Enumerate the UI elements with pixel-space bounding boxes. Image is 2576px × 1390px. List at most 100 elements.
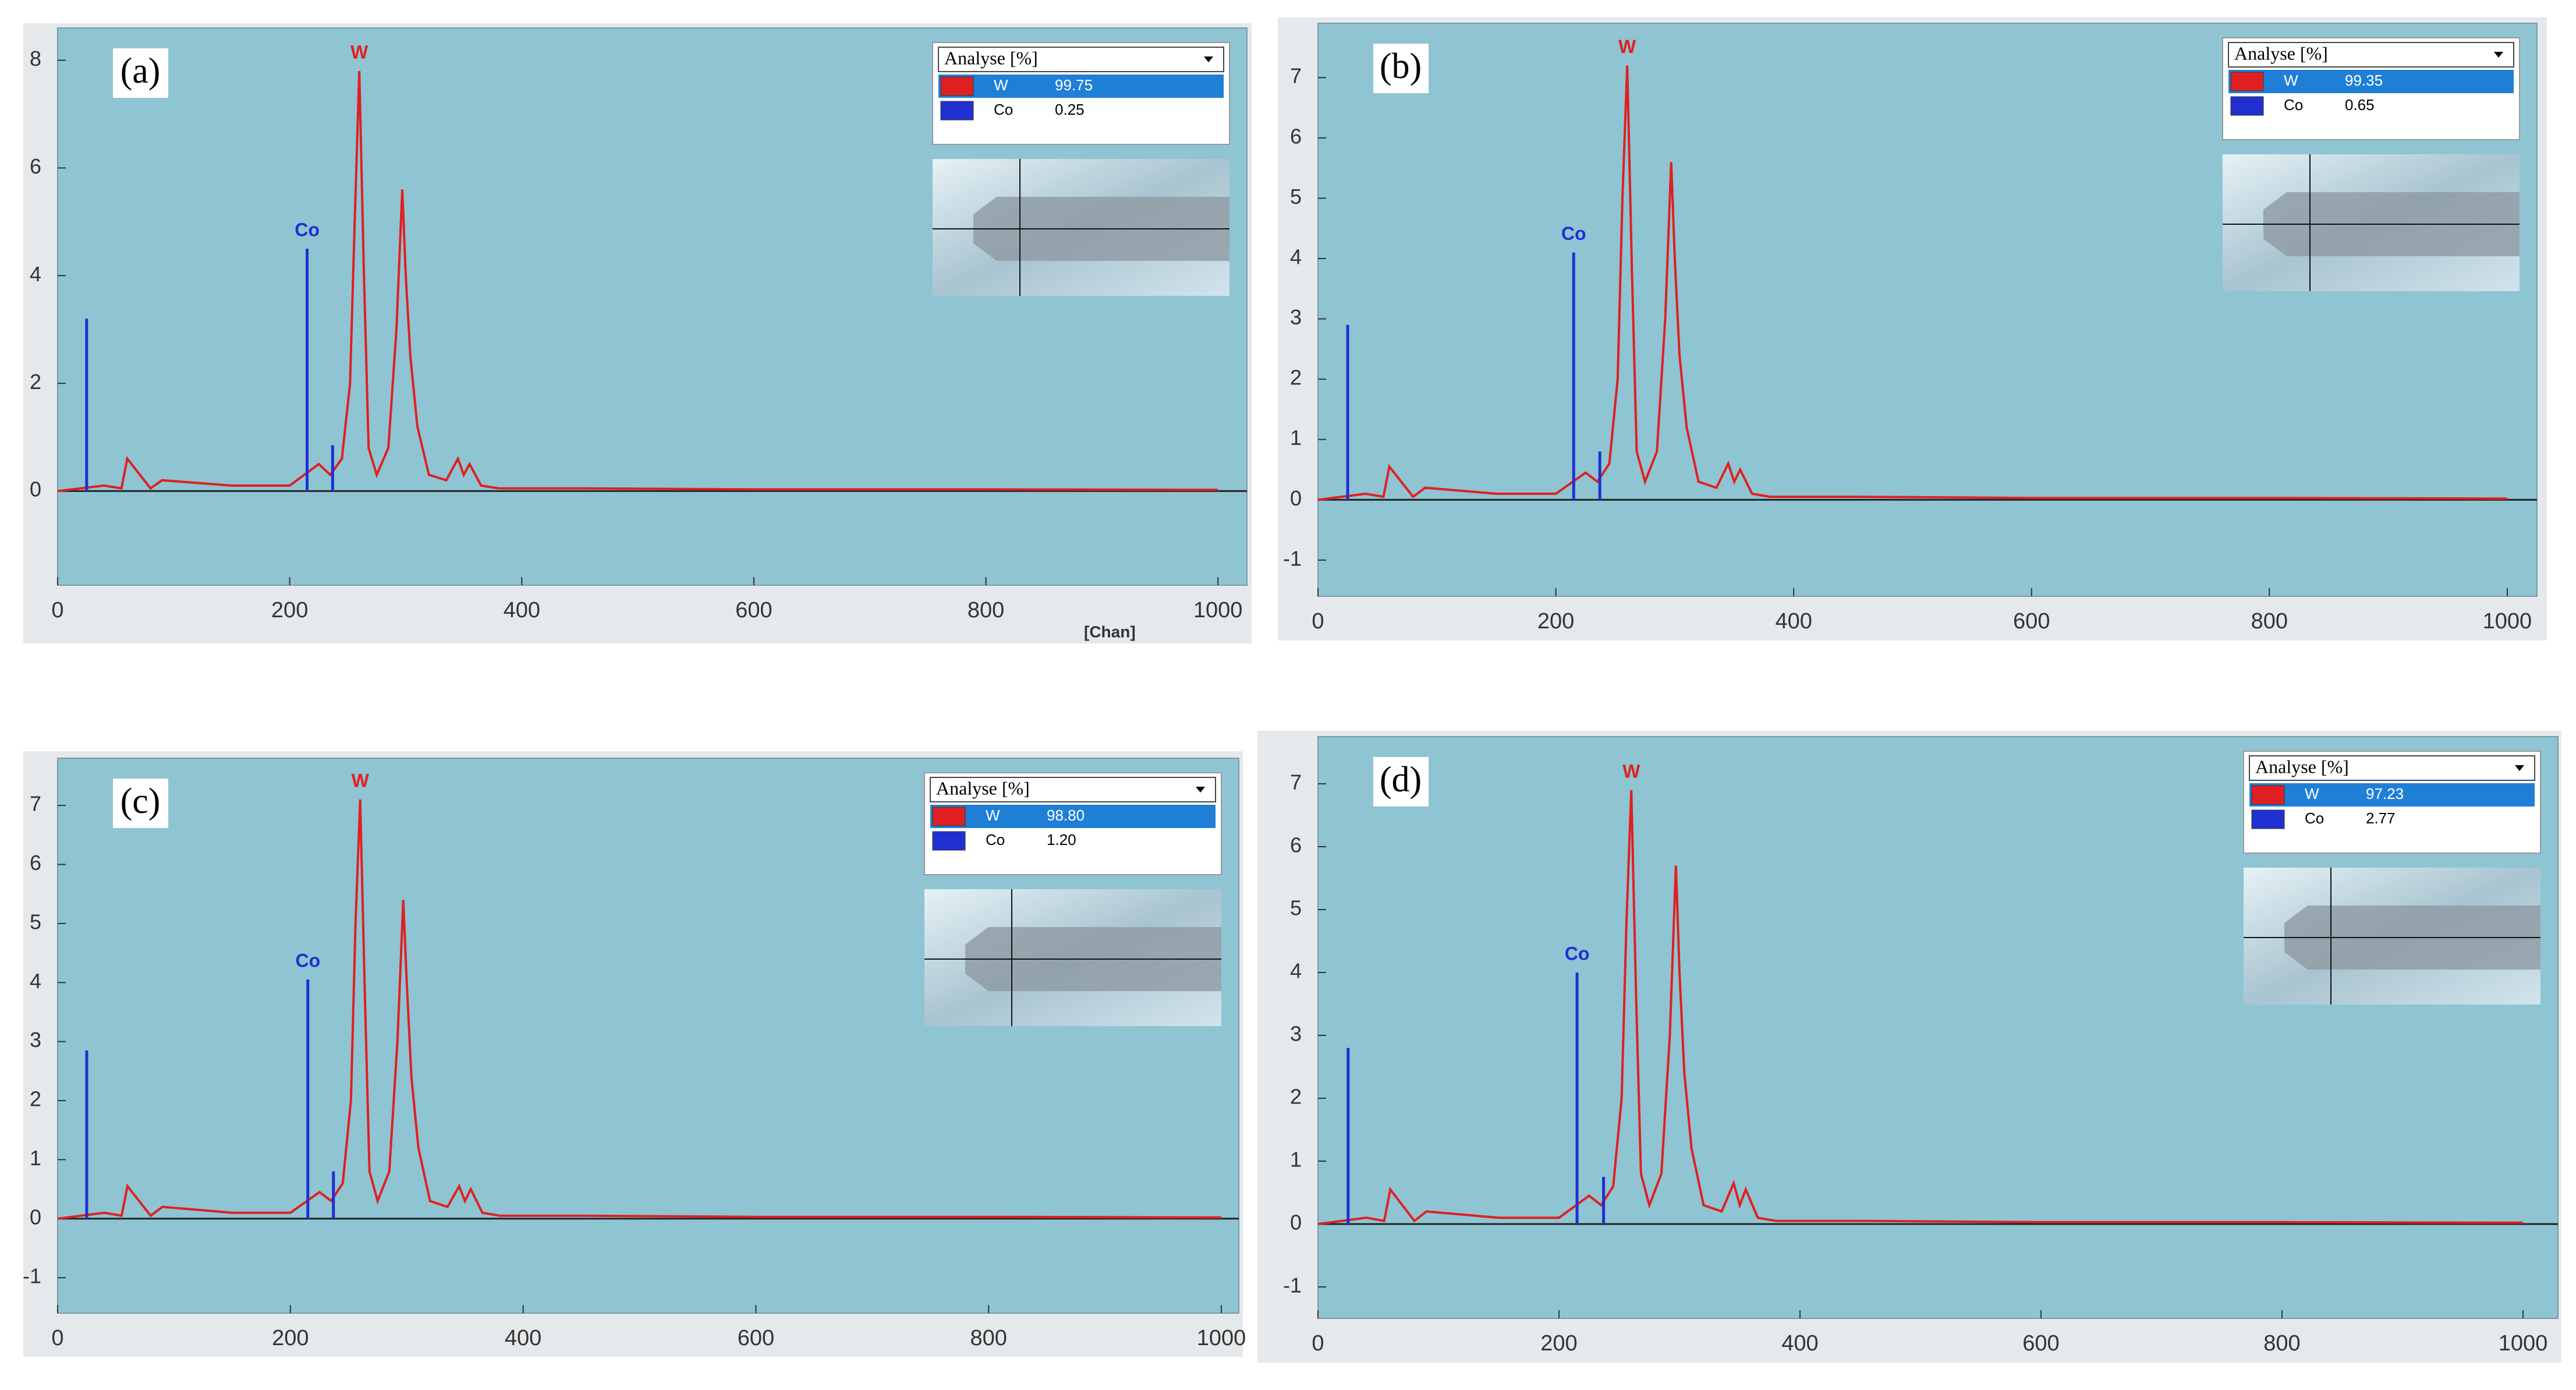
- panel-label: (a): [121, 51, 161, 91]
- legend-name: W: [994, 76, 1008, 94]
- y-tick-label: 6: [1290, 833, 1302, 857]
- legend-swatch: [940, 101, 974, 121]
- y-tick-label: 1: [1290, 426, 1302, 450]
- legend-name: W: [2284, 72, 2298, 89]
- legend-share: 97.23: [2366, 785, 2404, 802]
- y-tick-label: 6: [1290, 124, 1302, 148]
- legend-row-highlight: [2249, 783, 2535, 807]
- x-tick-label: 800: [970, 1326, 1007, 1350]
- x-axis-label: [Chan]: [1084, 623, 1136, 641]
- legend-share: 1.20: [1047, 831, 1076, 848]
- y-tick-label: 4: [1290, 245, 1302, 268]
- x-tick-label: 0: [51, 1326, 63, 1350]
- panel-label: (c): [121, 781, 161, 821]
- x-tick-label: 200: [271, 598, 308, 623]
- legend-swatch: [932, 831, 966, 851]
- peak-label: Co: [295, 220, 320, 240]
- y-tick-label: 7: [30, 792, 41, 816]
- x-tick-label: 600: [2022, 1331, 2059, 1356]
- x-tick-label: 200: [272, 1326, 309, 1350]
- legend-share: 2.77: [2366, 809, 2396, 827]
- legend-swatch: [2230, 96, 2264, 116]
- legend-title-box: [2228, 42, 2514, 68]
- y-tick-label: 6: [30, 154, 41, 178]
- legend-row-highlight: [938, 75, 1224, 98]
- y-tick-label: -1: [23, 1264, 41, 1288]
- legend-name: Co: [2305, 809, 2324, 827]
- y-tick-label: 0: [30, 478, 41, 501]
- legend-title: Analyse [%]: [2234, 43, 2328, 63]
- x-tick-label: 1000: [1193, 598, 1243, 623]
- legend-swatch: [940, 76, 974, 96]
- y-tick-label: -1: [1283, 1274, 1302, 1297]
- legend-share: 0.25: [1055, 101, 1085, 118]
- x-tick-label: 200: [1540, 1331, 1577, 1356]
- legend-share: 0.65: [2345, 96, 2375, 114]
- y-tick-label: 4: [30, 969, 41, 993]
- legend-row-highlight: [930, 805, 1216, 828]
- x-tick-label: 0: [51, 598, 63, 623]
- legend-title: Analyse [%]: [936, 777, 1030, 798]
- x-tick-label: 800: [2251, 609, 2288, 634]
- peak-label: Co: [295, 950, 320, 971]
- peak-label: W: [350, 41, 368, 62]
- legend-swatch: [2230, 72, 2264, 91]
- legend-row-highlight: [2228, 70, 2514, 93]
- x-tick-label: 800: [968, 598, 1004, 623]
- dropdown-arrow: [1196, 787, 1205, 793]
- x-tick-label: 800: [2263, 1331, 2300, 1356]
- x-tick-label: 1000: [2499, 1331, 2548, 1356]
- x-tick-label: 1000: [2483, 609, 2532, 634]
- y-tick-label: 0: [30, 1205, 41, 1229]
- y-tick-label: 2: [30, 1087, 41, 1111]
- legend-name: Co: [2284, 96, 2303, 114]
- peak-label: W: [1618, 36, 1636, 57]
- x-tick-label: 200: [1537, 609, 1574, 634]
- y-tick-label: 4: [1290, 959, 1302, 983]
- y-tick-label: 3: [1290, 1022, 1302, 1046]
- peak-label: W: [352, 770, 370, 791]
- legend-title: Analyse [%]: [944, 47, 1038, 68]
- panel-label: (b): [1380, 47, 1422, 86]
- y-tick-label: -1: [1283, 546, 1302, 570]
- x-tick-label: 600: [735, 598, 772, 623]
- x-tick-label: 400: [1781, 1331, 1818, 1356]
- dropdown-arrow: [2494, 52, 2503, 58]
- y-tick-label: 0: [1290, 486, 1302, 510]
- panel-label-box: [1373, 44, 1429, 93]
- dropdown-arrow: [1204, 56, 1213, 62]
- spectrum-line: [57, 70, 1218, 493]
- y-tick-label: 1: [30, 1146, 41, 1170]
- peak-label: W: [1622, 761, 1640, 781]
- y-tick-label: 5: [30, 910, 41, 933]
- legend-title: Analyse [%]: [2255, 756, 2349, 777]
- y-tick-label: 2: [1290, 366, 1302, 390]
- y-tick-label: 4: [30, 262, 41, 286]
- x-tick-label: 400: [504, 598, 540, 623]
- y-tick-label: 8: [30, 47, 41, 70]
- legend-name: W: [2305, 785, 2319, 802]
- legend-title-box: [930, 777, 1216, 802]
- y-tick-label: 7: [1290, 64, 1302, 88]
- y-tick-label: 5: [1290, 185, 1302, 208]
- x-tick-label: 400: [505, 1326, 541, 1350]
- legend-share: 99.75: [1055, 76, 1093, 94]
- spectrum-line: [57, 799, 1222, 1220]
- panel-label-box: [1373, 757, 1429, 807]
- y-tick-label: 5: [1290, 896, 1302, 920]
- panel-label: (d): [1380, 760, 1422, 800]
- panel-label-box: [113, 48, 168, 98]
- legend-title-box: [938, 47, 1224, 72]
- y-tick-label: 6: [30, 851, 41, 875]
- dropdown-arrow: [2515, 765, 2524, 771]
- legend-name: Co: [986, 831, 1005, 848]
- x-tick-label: 400: [1775, 609, 1812, 634]
- y-tick-label: 2: [1290, 1085, 1302, 1109]
- y-tick-label: 3: [1290, 305, 1302, 329]
- legend-swatch: [2251, 809, 2285, 829]
- y-tick-label: 3: [30, 1028, 41, 1052]
- panel-label-box: [113, 779, 168, 828]
- legend-title-box: [2249, 755, 2535, 781]
- x-tick-label: 0: [1312, 1331, 1324, 1356]
